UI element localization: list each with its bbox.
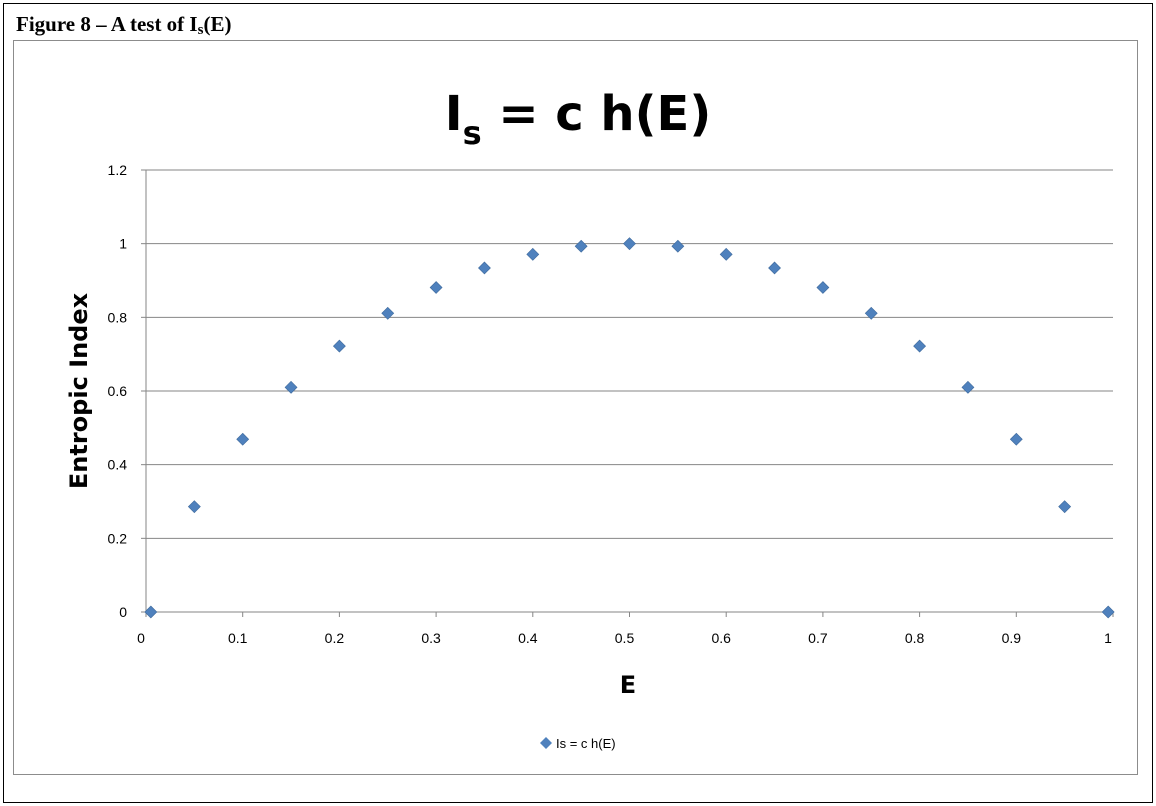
x-tick-label: 0.9 <box>1002 630 1022 646</box>
data-point <box>719 247 733 261</box>
chart-title-rest: = c h(E) <box>482 86 712 142</box>
data-point <box>961 380 975 394</box>
data-points <box>144 237 1115 619</box>
x-tick-label: 0.6 <box>711 630 731 646</box>
data-point <box>236 432 250 446</box>
x-tick-label: 0.8 <box>905 630 925 646</box>
gridlines <box>146 169 1113 539</box>
y-axis-title: Entropic Index <box>65 292 93 489</box>
x-tick-label: 0.2 <box>325 630 345 646</box>
data-point <box>913 339 927 353</box>
legend-marker-diamond <box>540 737 552 749</box>
y-tick-label: 0.2 <box>108 530 128 546</box>
data-point <box>1101 605 1115 619</box>
data-point <box>332 339 346 353</box>
y-tick-label: 1 <box>119 236 127 252</box>
y-tick-label: 0.8 <box>108 309 128 325</box>
data-point <box>144 605 158 619</box>
legend: Is = c h(E) <box>540 736 616 751</box>
x-tick-label: 0.3 <box>421 630 441 646</box>
figure-frame <box>3 3 1153 803</box>
figure-caption-prefix: Figure 8 – A test of I <box>16 12 198 36</box>
data-point <box>284 380 298 394</box>
data-point <box>1009 432 1023 446</box>
figure-caption-subscript: s <box>197 22 204 38</box>
x-tick-labels: 0 0.1 0.2 0.3 0.4 0.5 0.6 0.7 0.8 0.9 1 <box>137 630 1112 646</box>
data-point <box>187 500 201 514</box>
tick-marks <box>141 169 1114 617</box>
x-tick-label: 0.4 <box>518 630 538 646</box>
data-point <box>526 247 540 261</box>
x-tick-label: 1 <box>1104 630 1112 646</box>
y-tick-label: 0 <box>119 604 127 620</box>
data-point <box>864 306 878 320</box>
data-point <box>478 261 491 275</box>
chart-area <box>13 40 1138 775</box>
data-point <box>1058 500 1072 514</box>
data-point <box>816 281 830 294</box>
x-tick-label: 0.5 <box>615 630 635 646</box>
data-point <box>429 281 443 294</box>
data-point <box>574 239 588 253</box>
x-axis-title: E <box>620 671 636 699</box>
data-point <box>381 306 395 320</box>
figure-caption: Figure 8 – A test of Is(E) <box>16 12 231 39</box>
chart-title: Is = c h(E) <box>445 86 712 152</box>
y-tick-label: 0.4 <box>108 457 128 473</box>
x-tick-label: 0.7 <box>808 630 828 646</box>
legend-label: Is = c h(E) <box>556 736 616 751</box>
x-tick-label: 0.1 <box>228 630 248 646</box>
y-tick-label: 0.6 <box>108 383 128 399</box>
figure-caption-suffix: (E) <box>203 12 232 36</box>
y-tick-labels: 0 0.2 0.4 0.6 0.8 1 1.2 <box>108 162 128 620</box>
data-point <box>623 237 636 251</box>
y-tick-label: 1.2 <box>108 162 128 178</box>
chart-title-main: I <box>445 86 463 142</box>
data-point <box>768 261 781 275</box>
data-point <box>671 239 685 253</box>
x-tick-label: 0 <box>137 630 145 646</box>
chart-title-subscript: s <box>463 114 482 152</box>
